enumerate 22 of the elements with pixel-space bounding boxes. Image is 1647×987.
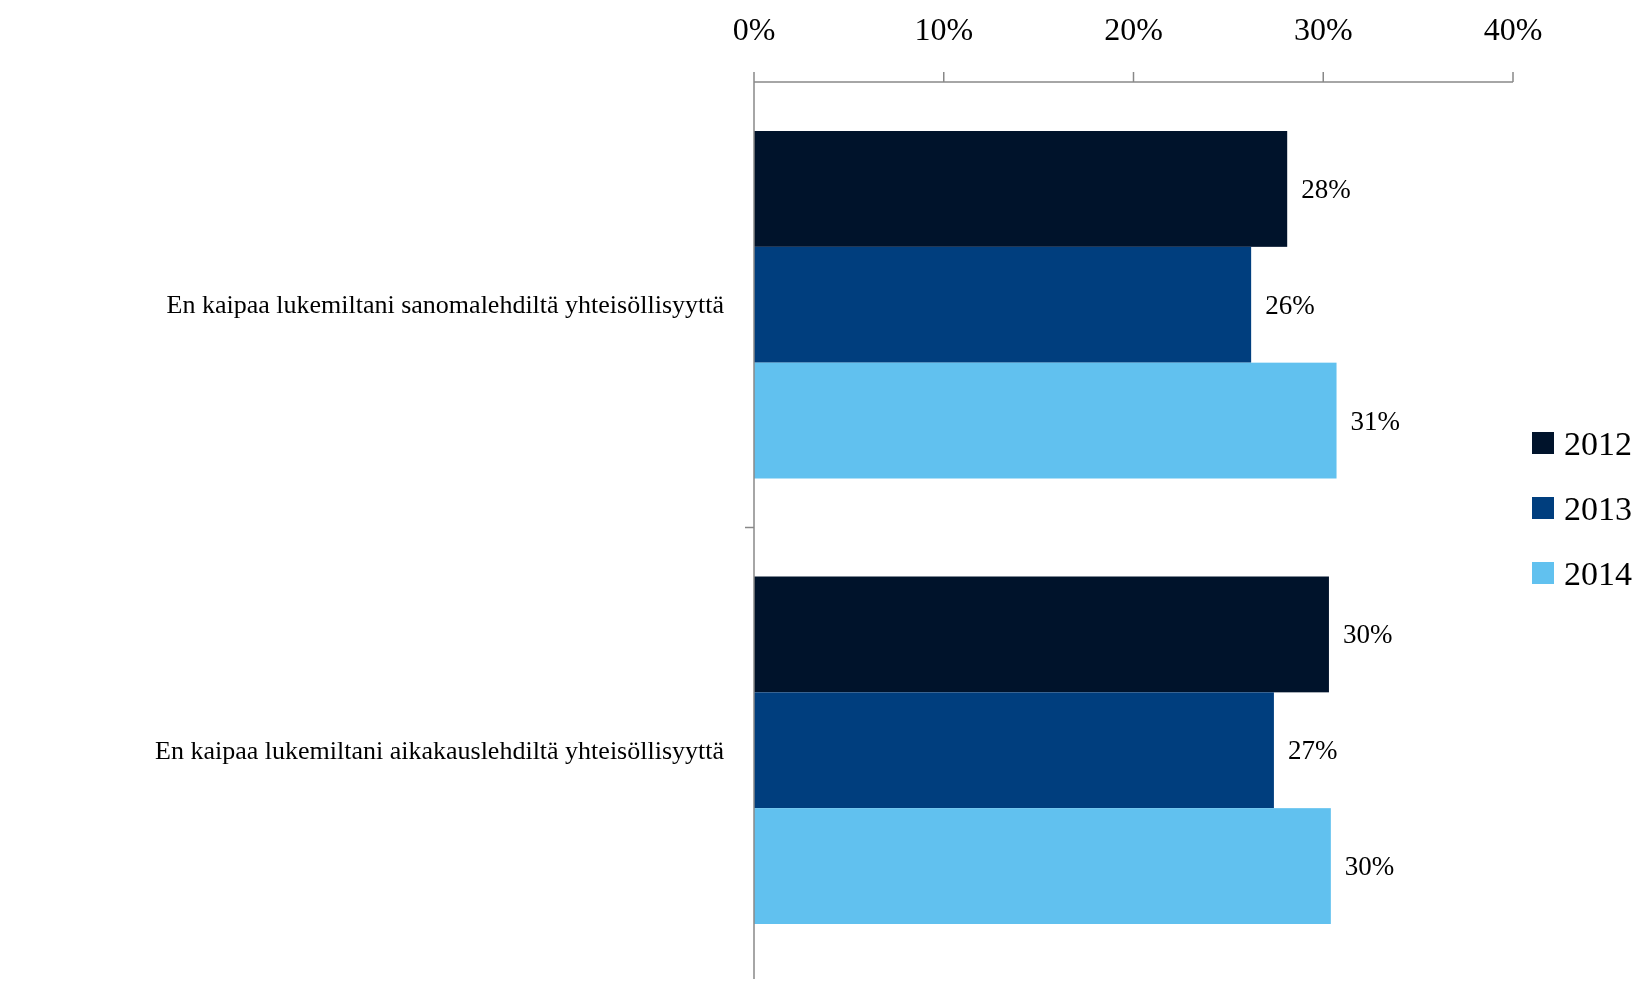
x-tick-label: 0% <box>732 11 776 47</box>
bar <box>754 692 1274 809</box>
x-tick-label: 40% <box>1483 11 1543 47</box>
legend-label: 2014 <box>1564 554 1632 592</box>
x-tick-label: 30% <box>1293 11 1353 47</box>
bar <box>754 576 1329 693</box>
legend-label: 2012 <box>1564 424 1632 462</box>
y-tick-label: En kaipaa lukemiltani aikakauslehdiltä yhteisöllisyyttä <box>155 735 725 765</box>
data-label: 31% <box>1350 405 1401 436</box>
bar <box>754 362 1337 479</box>
bar <box>754 808 1331 924</box>
bar <box>754 246 1252 363</box>
bar <box>754 131 1288 247</box>
x-tick-label: 20% <box>1104 11 1163 47</box>
data-label: 30% <box>1342 619 1393 650</box>
legend-label: 2013 <box>1564 489 1632 527</box>
y-tick-label: En kaipaa lukemiltani sanomalehdiltä yhteisöllisyyttä <box>166 290 725 320</box>
data-label: 26% <box>1265 289 1315 320</box>
data-label: 28% <box>1301 173 1351 204</box>
x-tick-label: 10% <box>914 11 974 47</box>
data-label: 27% <box>1287 735 1338 766</box>
data-label: 30% <box>1344 851 1395 882</box>
